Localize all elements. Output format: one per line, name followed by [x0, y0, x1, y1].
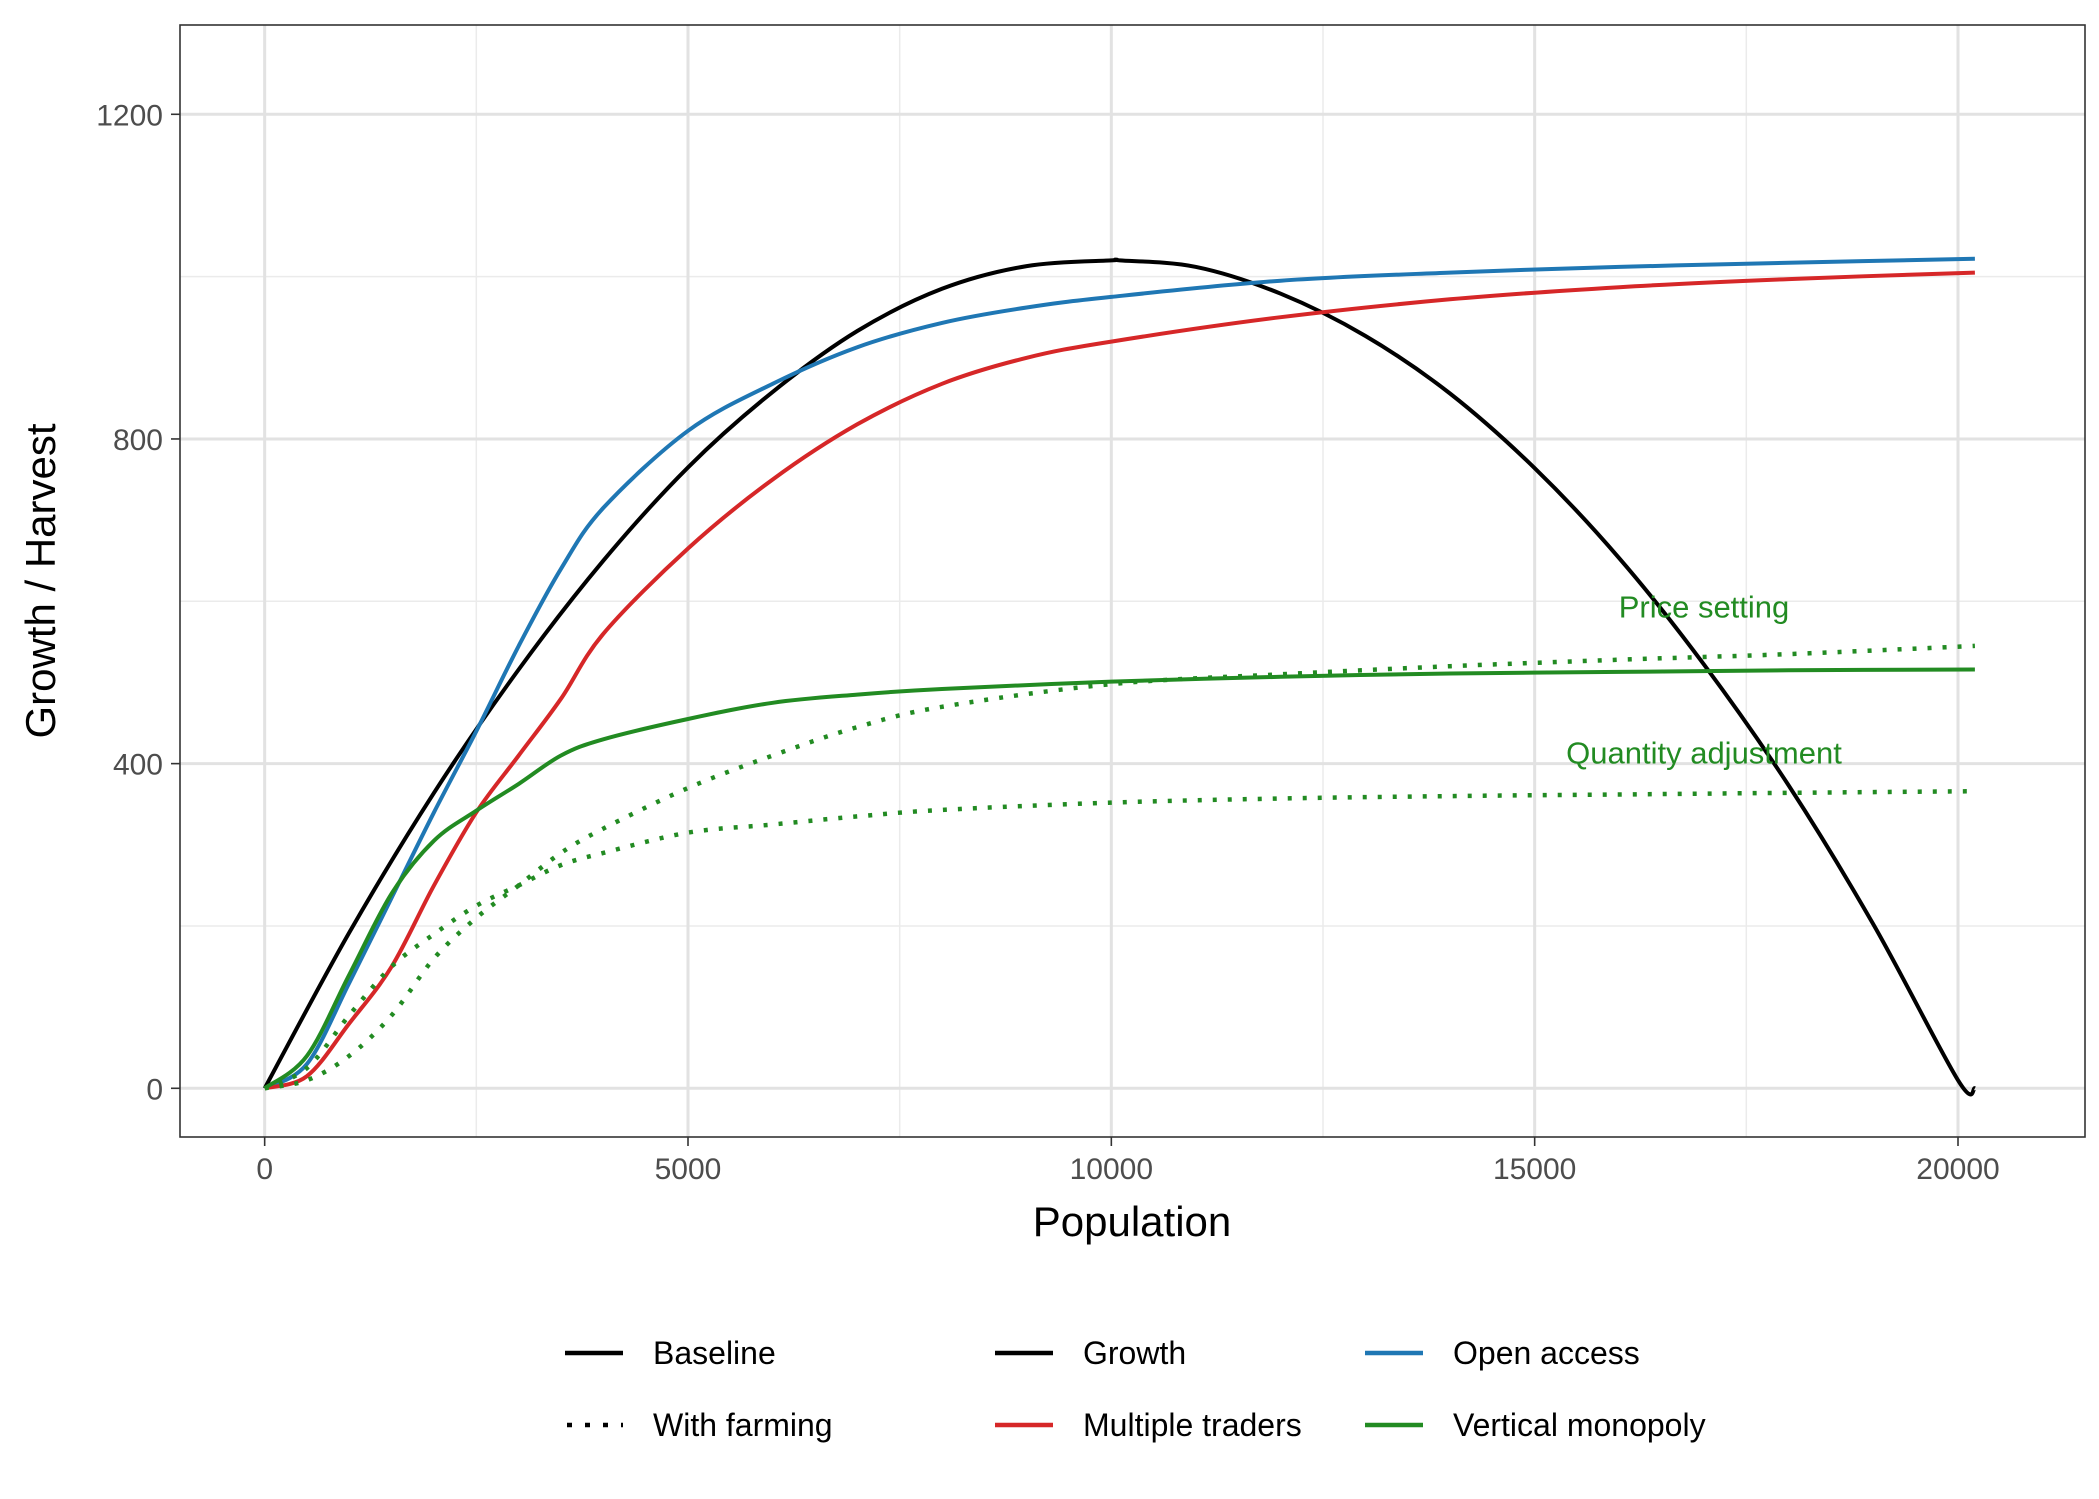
panel-background: [180, 25, 2085, 1137]
series-line-multiple-traders: [264, 270, 1975, 1091]
legend-color-label: Growth: [1083, 1335, 1186, 1371]
y-tick-label: 400: [113, 749, 163, 782]
legend-linetype-label: Baseline: [653, 1335, 776, 1371]
y-tick-label: 1200: [96, 99, 163, 132]
annotation-label: Price setting: [1619, 590, 1790, 625]
legend-color-label: Vertical monopoly: [1453, 1407, 1706, 1443]
y-axis-title: Growth / Harvest: [17, 423, 64, 738]
annotations: Price setting Quantity adjustment: [1566, 590, 1842, 771]
series-line-quantity-adjustment-farming: [263, 788, 1975, 1091]
x-tick-label: 20000: [1916, 1153, 1999, 1186]
legend: Baseline With farming Growth Multiple trade…: [565, 1335, 1706, 1443]
series-line-vertical-monopoly: [263, 667, 1975, 1090]
x-axis-title: Population: [1033, 1198, 1232, 1245]
legend-linetype-label: With farming: [653, 1407, 833, 1443]
annotation-label: Quantity adjustment: [1566, 736, 1842, 771]
x-axis: 0 5000 10000 15000 20000: [256, 1137, 2000, 1186]
grid: [180, 25, 2085, 1137]
panel-border: [179, 24, 2086, 1138]
series-line-open-access: [263, 256, 1975, 1091]
x-tick-label: 15000: [1493, 1153, 1576, 1186]
series-line-growth: [262, 257, 1977, 1097]
x-tick-label: 0: [256, 1153, 273, 1186]
x-tick-label: 5000: [655, 1153, 722, 1186]
y-axis: 0 400 800 1200: [96, 99, 180, 1106]
x-tick-label: 10000: [1070, 1153, 1153, 1186]
legend-color-label: Multiple traders: [1083, 1407, 1302, 1443]
series-layer: [262, 256, 1977, 1097]
y-tick-label: 0: [146, 1073, 163, 1106]
series-line-price-setting-farming: [264, 643, 1976, 1091]
legend-color-label: Open access: [1453, 1335, 1640, 1371]
y-tick-label: 800: [113, 424, 163, 457]
